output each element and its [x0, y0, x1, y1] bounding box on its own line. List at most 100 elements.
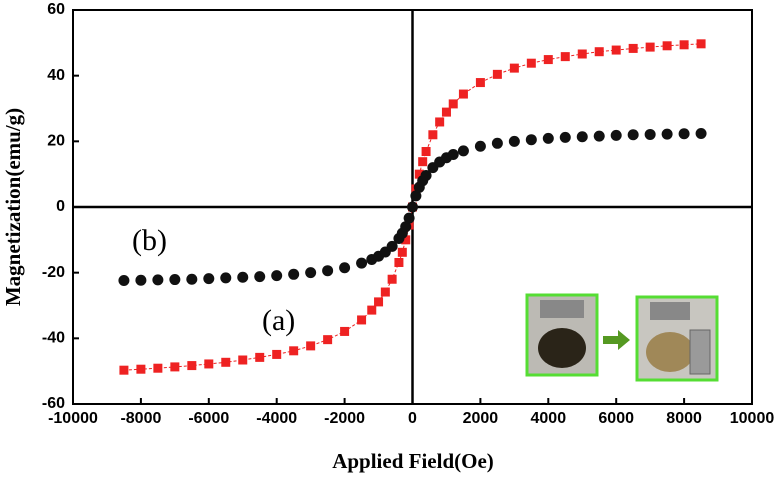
point — [135, 274, 147, 286]
point — [628, 43, 638, 53]
point — [407, 201, 418, 213]
inset-vial — [646, 332, 694, 372]
point — [560, 52, 570, 62]
y-tick-label: -60 — [42, 395, 65, 412]
point — [187, 361, 197, 371]
point — [204, 359, 214, 369]
point — [394, 257, 404, 267]
point — [152, 274, 164, 286]
x-tick-label: 10000 — [730, 410, 775, 427]
point — [543, 55, 553, 65]
point — [414, 169, 424, 179]
point — [542, 132, 554, 144]
inset-arrow — [603, 330, 630, 350]
point — [306, 341, 316, 351]
x-tick-label: -2000 — [324, 410, 365, 427]
point — [447, 148, 459, 160]
inset-vial — [538, 328, 586, 368]
y-axis-label: Magnetization(emu/g) — [1, 108, 25, 306]
point — [435, 117, 445, 127]
point — [356, 257, 368, 269]
point — [170, 362, 180, 372]
point — [457, 145, 469, 157]
annotation: (a) — [262, 304, 295, 337]
point — [119, 365, 129, 375]
point — [118, 275, 130, 287]
point — [526, 58, 536, 68]
point — [153, 363, 163, 373]
point — [645, 42, 655, 52]
point — [418, 157, 428, 167]
annotation: (b) — [132, 224, 167, 257]
inset — [525, 293, 719, 382]
point — [611, 45, 621, 55]
point — [203, 273, 215, 285]
point — [577, 49, 587, 59]
point — [237, 271, 249, 283]
point — [492, 69, 502, 79]
y-tick-label: 20 — [47, 133, 65, 150]
point — [305, 267, 317, 279]
point — [441, 107, 451, 117]
point — [491, 137, 503, 149]
point — [271, 270, 283, 282]
point — [661, 128, 673, 140]
point — [221, 357, 231, 367]
point — [593, 130, 605, 142]
point — [387, 274, 397, 284]
point — [410, 190, 422, 202]
point — [386, 240, 398, 252]
x-tick-label: -10000 — [48, 410, 98, 427]
x-tick-label: 8000 — [666, 410, 702, 427]
y-tick-label: 0 — [56, 198, 65, 215]
point — [136, 364, 146, 374]
point — [508, 135, 520, 147]
point — [220, 272, 232, 284]
x-tick-label: -6000 — [188, 410, 229, 427]
point — [421, 147, 431, 157]
point — [696, 39, 706, 49]
point — [397, 247, 407, 257]
point — [448, 99, 458, 109]
y-tick-label: -20 — [42, 264, 65, 281]
point — [254, 271, 266, 283]
y-tick-label: 60 — [47, 1, 65, 18]
x-tick-label: 0 — [408, 410, 417, 427]
x-tick-label: 6000 — [598, 410, 634, 427]
point — [475, 78, 485, 88]
x-tick-label: -4000 — [256, 410, 297, 427]
x-tick-label: 4000 — [531, 410, 567, 427]
point — [357, 315, 367, 325]
point — [403, 212, 415, 224]
point — [525, 134, 537, 146]
x-tick-label: -8000 — [120, 410, 161, 427]
point — [420, 169, 432, 181]
point — [679, 40, 689, 50]
point — [169, 274, 181, 286]
point — [695, 127, 707, 139]
point — [428, 130, 438, 140]
x-axis-label: Applied Field(Oe) — [332, 449, 494, 473]
point — [380, 287, 390, 297]
point — [367, 305, 377, 315]
point — [594, 47, 604, 57]
point — [238, 355, 248, 365]
inset-cap — [650, 302, 690, 320]
point — [509, 63, 519, 73]
point — [272, 349, 282, 359]
point — [255, 352, 265, 362]
point — [288, 268, 300, 280]
point — [401, 235, 411, 245]
y-tick-label: -40 — [42, 330, 65, 347]
point — [678, 128, 690, 140]
point — [559, 131, 571, 143]
point — [323, 335, 333, 345]
point — [576, 131, 588, 143]
y-tick-label: 40 — [47, 67, 65, 84]
point — [644, 128, 656, 140]
inset-cap — [540, 300, 584, 318]
point — [340, 326, 350, 336]
point — [289, 346, 299, 356]
x-tick-label: 2000 — [463, 410, 499, 427]
